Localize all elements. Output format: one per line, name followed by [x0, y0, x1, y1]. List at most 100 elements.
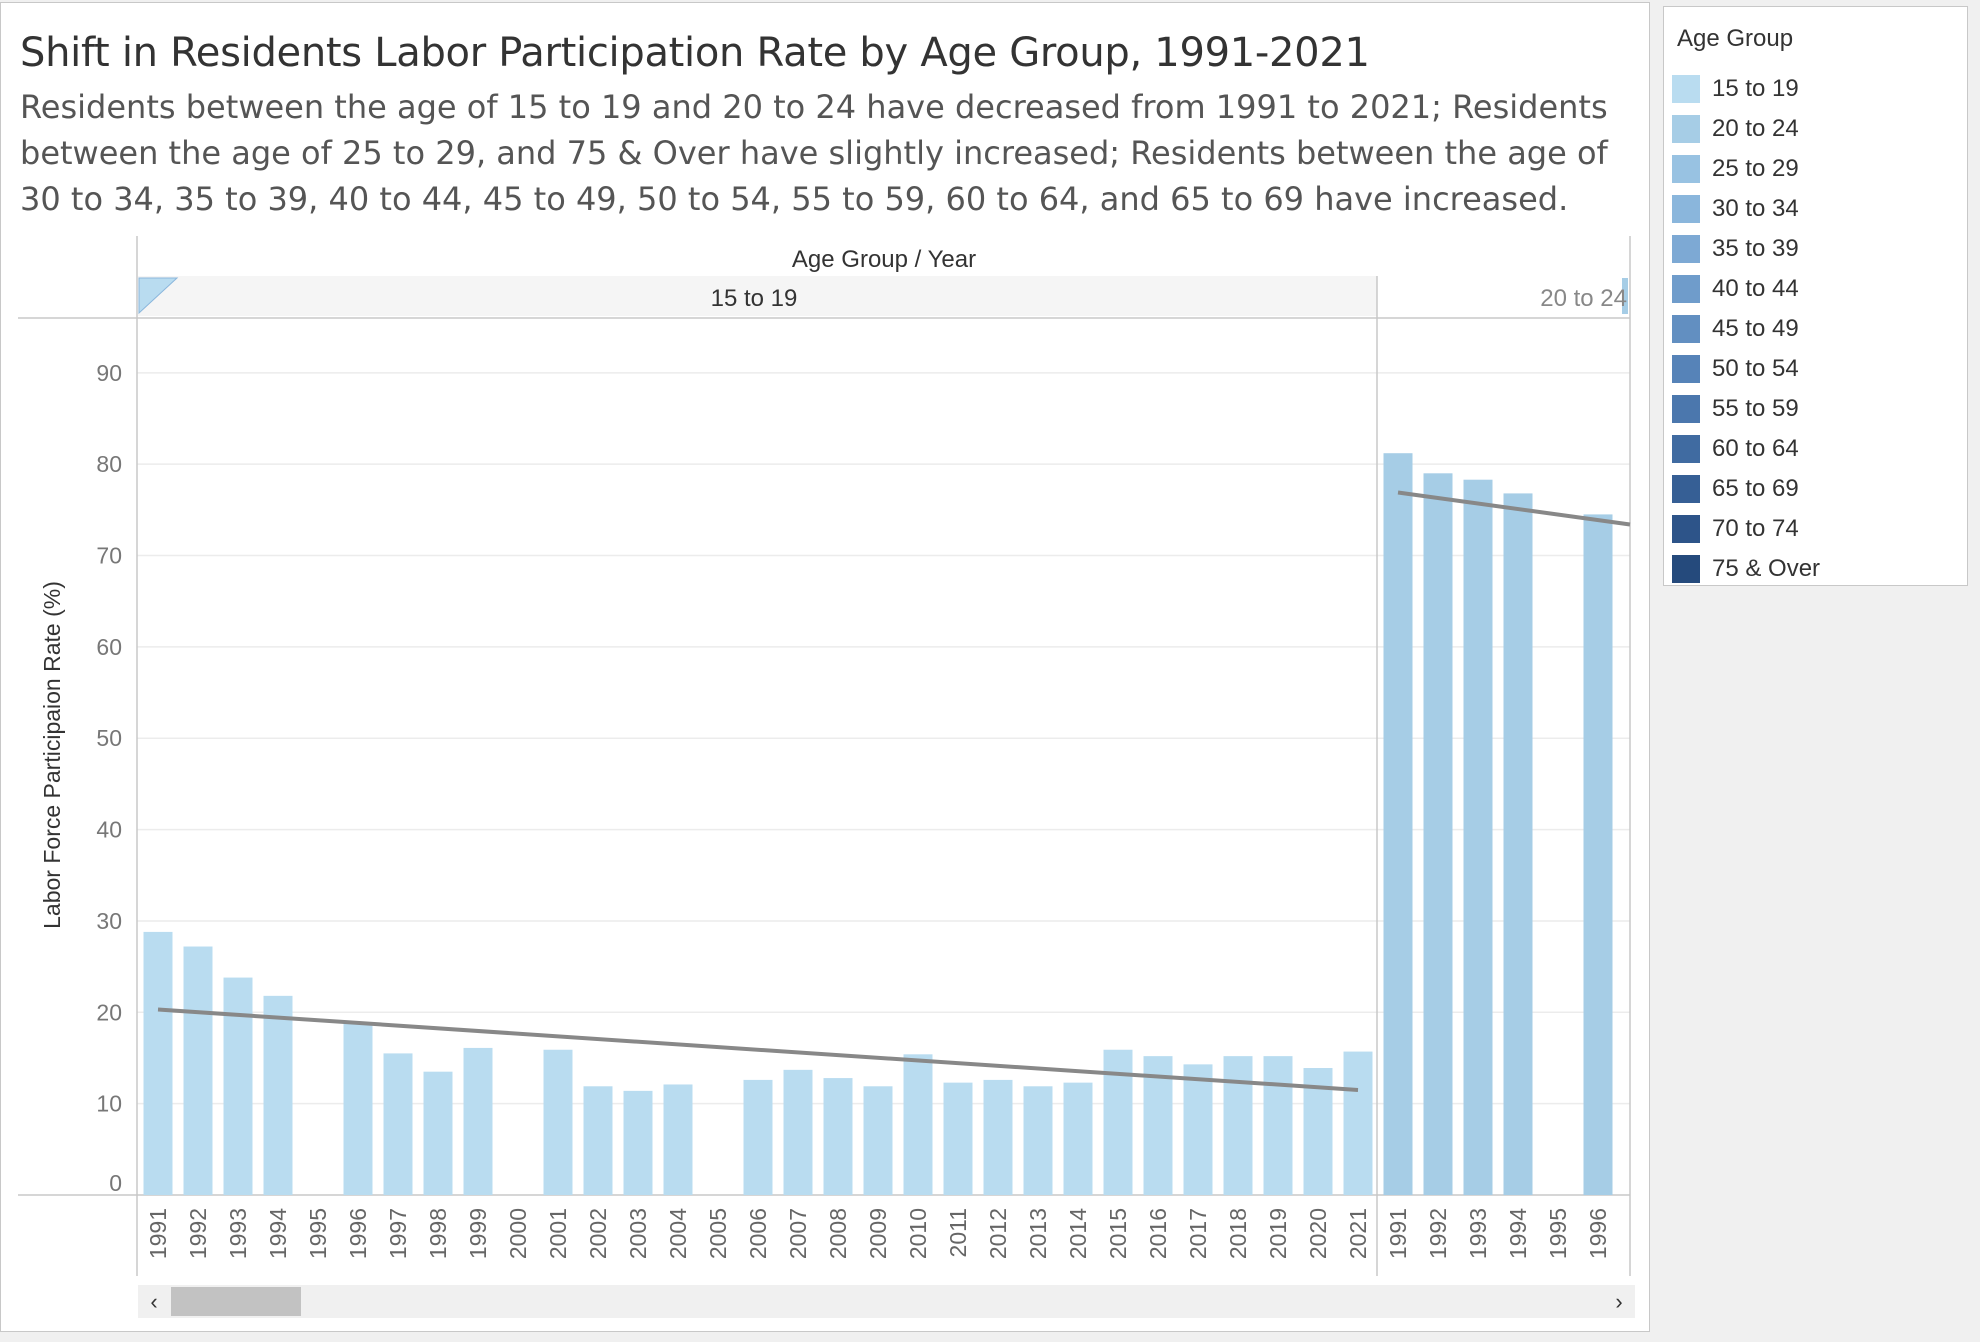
legend-item-label: 60 to 64: [1712, 435, 1799, 462]
bar[interactable]: [263, 995, 293, 1195]
legend-swatch: [1672, 515, 1700, 543]
bar[interactable]: [1383, 453, 1413, 1195]
column-headers: Age Group / Year 15 to 19 20 to 24: [711, 246, 1627, 312]
horizontal-scrollbar[interactable]: ‹ ›: [138, 1285, 1635, 1318]
x-tick-label: 2020: [1305, 1208, 1331, 1259]
legend-item[interactable]: 55 to 59: [1672, 391, 1962, 427]
legend-item[interactable]: 40 to 44: [1672, 271, 1962, 307]
bar[interactable]: [1583, 514, 1613, 1195]
sort-indicator-icon[interactable]: [138, 277, 179, 315]
legend-swatch: [1672, 435, 1700, 463]
legend-item-label: 25 to 29: [1712, 155, 1799, 182]
bar[interactable]: [623, 1090, 653, 1195]
column-header-title: Age Group / Year: [792, 246, 976, 273]
bar[interactable]: [223, 977, 253, 1195]
legend-swatch: [1672, 315, 1700, 343]
bar[interactable]: [983, 1079, 1013, 1195]
x-tick-label: 1998: [425, 1208, 451, 1259]
bar[interactable]: [1463, 479, 1493, 1195]
x-tick-label: 1993: [225, 1208, 251, 1259]
scroll-right-arrow-icon[interactable]: ›: [1615, 1289, 1623, 1314]
bar[interactable]: [143, 931, 173, 1195]
x-tick-label: 2014: [1065, 1208, 1091, 1259]
legend-swatch: [1672, 275, 1700, 303]
legend-item[interactable]: 70 to 74: [1672, 511, 1962, 547]
legend-item[interactable]: 65 to 69: [1672, 471, 1962, 507]
bar[interactable]: [1023, 1086, 1053, 1195]
x-tick-label: 1991: [145, 1208, 171, 1259]
legend-item[interactable]: 45 to 49: [1672, 311, 1962, 347]
group-header-label: 20 to 24: [1540, 285, 1627, 312]
y-tick-label: 10: [96, 1091, 122, 1117]
bar[interactable]: [743, 1079, 773, 1195]
group-header-band: [1378, 276, 1630, 316]
chart-title: Shift in Residents Labor Participation R…: [20, 30, 1370, 76]
bar[interactable]: [543, 1049, 573, 1195]
x-tick-label: 1995: [1545, 1208, 1571, 1259]
x-tick-label: 2010: [905, 1208, 931, 1259]
legend-title: Age Group: [1677, 25, 1794, 52]
legend-swatch: [1672, 235, 1700, 263]
x-tick-label: 2012: [985, 1208, 1011, 1259]
trend-line[interactable]: [1397, 490, 1631, 527]
bar-chart: Age Group / Year 15 to 19 20 to 24 Labor …: [18, 236, 1631, 1276]
legend-item[interactable]: 20 to 24: [1672, 111, 1962, 147]
y-axis: Labor Force Participaion Rate (%) 0 10 20 3…: [39, 360, 122, 1196]
legend-item[interactable]: 75 & Over: [1672, 551, 1962, 587]
legend-item[interactable]: 15 to 19: [1672, 71, 1962, 107]
bar[interactable]: [1063, 1082, 1093, 1195]
bar[interactable]: [1223, 1056, 1253, 1195]
x-tick-label: 2001: [545, 1208, 571, 1259]
bar[interactable]: [1183, 1064, 1213, 1195]
x-tick-label: 2015: [1105, 1208, 1131, 1259]
bar[interactable]: [183, 946, 213, 1195]
legend-item[interactable]: 25 to 29: [1672, 151, 1962, 187]
legend-item[interactable]: 30 to 34: [1672, 191, 1962, 227]
bar[interactable]: [583, 1086, 613, 1195]
bar[interactable]: [463, 1047, 493, 1195]
bar[interactable]: [1143, 1056, 1173, 1195]
legend-item-label: 70 to 74: [1712, 515, 1799, 542]
bar[interactable]: [1503, 493, 1533, 1195]
y-tick-label: 50: [96, 725, 122, 751]
legend-swatch: [1672, 475, 1700, 503]
bar[interactable]: [383, 1053, 413, 1195]
bar[interactable]: [343, 1023, 373, 1195]
bar[interactable]: [823, 1078, 853, 1195]
bar[interactable]: [663, 1084, 693, 1195]
legend-item[interactable]: 50 to 54: [1672, 351, 1962, 387]
legend-item[interactable]: 35 to 39: [1672, 231, 1962, 267]
x-tick-label: 2021: [1345, 1208, 1371, 1259]
legend-item-label: 20 to 24: [1712, 115, 1799, 142]
bar[interactable]: [1263, 1056, 1293, 1195]
trend-line[interactable]: [157, 1007, 1359, 1092]
y-tick-label: 0: [109, 1170, 122, 1196]
bar[interactable]: [423, 1071, 453, 1195]
legend-swatch: [1672, 75, 1700, 103]
y-tick-label: 90: [96, 360, 122, 386]
legend-item-label: 30 to 34: [1712, 195, 1799, 222]
legend-item[interactable]: 60 to 64: [1672, 431, 1962, 467]
x-tick-label: 2017: [1185, 1208, 1211, 1259]
legend-swatch: [1672, 115, 1700, 143]
x-tick-label: 1996: [345, 1208, 371, 1259]
y-tick-label: 40: [96, 817, 122, 843]
group-header-band: [138, 276, 1377, 316]
legend-item-label: 15 to 19: [1712, 75, 1799, 102]
x-tick-label: 2007: [785, 1208, 811, 1259]
scroll-thumb[interactable]: [171, 1287, 301, 1316]
x-tick-label: 2011: [945, 1208, 971, 1257]
bar[interactable]: [1423, 473, 1453, 1195]
bar[interactable]: [1343, 1051, 1373, 1195]
y-tick-label: 80: [96, 451, 122, 477]
bars: [143, 453, 1613, 1195]
x-tick-label: 2005: [705, 1208, 731, 1259]
scroll-left-arrow-icon[interactable]: ‹: [150, 1289, 158, 1314]
x-tick-label: 2018: [1225, 1208, 1251, 1259]
bar[interactable]: [903, 1054, 933, 1195]
legend-swatch: [1672, 555, 1700, 583]
bar[interactable]: [943, 1082, 973, 1195]
legend-swatch: [1672, 195, 1700, 223]
bar[interactable]: [863, 1086, 893, 1195]
bar[interactable]: [783, 1069, 813, 1195]
